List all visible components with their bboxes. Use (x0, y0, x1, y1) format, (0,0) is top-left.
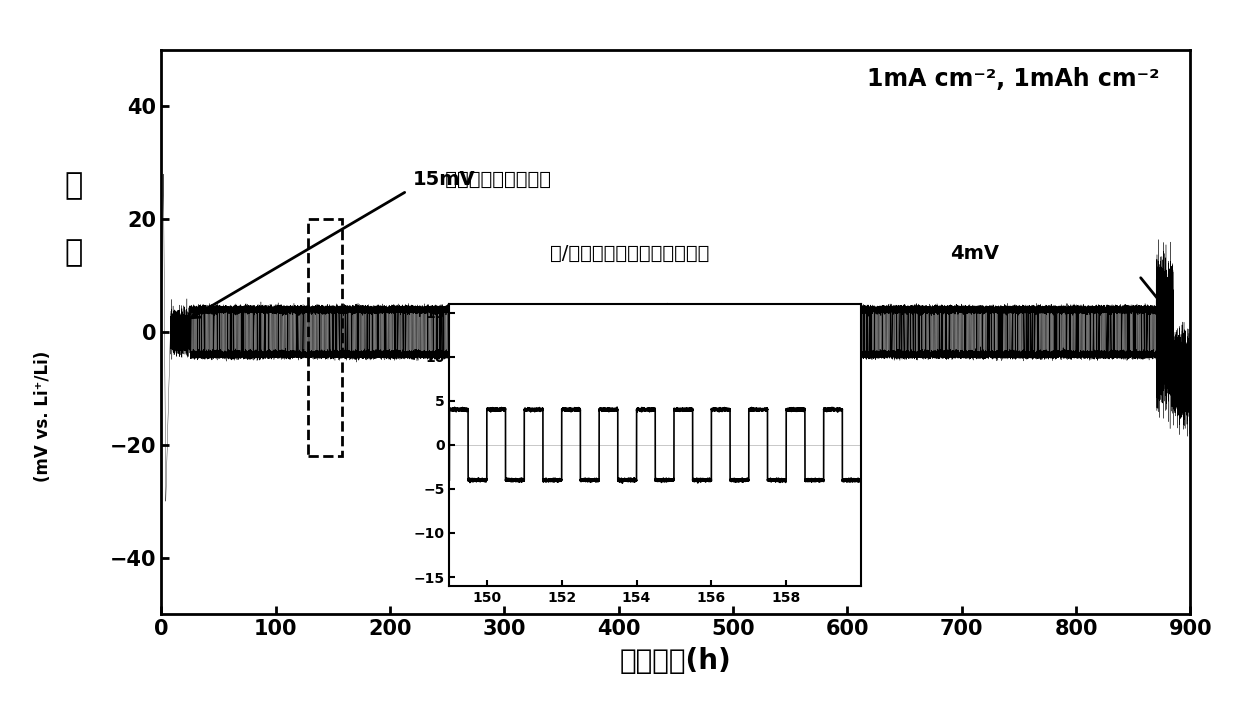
Text: 压: 压 (64, 238, 83, 268)
Text: 15mV: 15mV (413, 170, 475, 189)
Text: (mV vs. Li⁺/Li): (mV vs. Li⁺/Li) (33, 351, 52, 482)
Text: 商用金属锂对称电池: 商用金属锂对称电池 (439, 170, 551, 189)
X-axis label: 循环时间(h): 循环时间(h) (620, 647, 732, 675)
Bar (308, 219, 342, 456)
Text: 1mA cm⁻², 1mAh cm⁻²: 1mA cm⁻², 1mAh cm⁻² (867, 67, 1159, 91)
Text: 电: 电 (64, 171, 83, 200)
Text: 碳/锡复合材料支撒锂对称电池: 碳/锡复合材料支撒锂对称电池 (551, 243, 709, 263)
Text: 4mV: 4mV (950, 243, 999, 263)
